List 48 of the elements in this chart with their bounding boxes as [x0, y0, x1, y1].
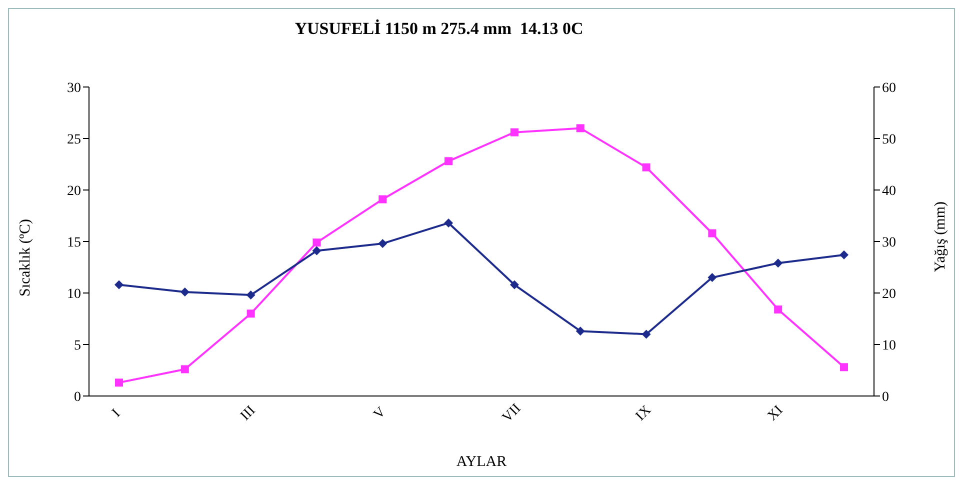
point [642, 163, 650, 172]
point [642, 330, 651, 339]
x-tick-label: XI [765, 402, 786, 424]
x-tick-label: I [110, 406, 124, 420]
point [708, 229, 716, 238]
y2-axis-title: Yağış (mm) [932, 202, 948, 272]
chart-title: YUSUFELİ 1150 m 275.4 mm 14.13 0C [294, 19, 584, 39]
point [180, 287, 190, 296]
y2-tick-label: 10 [882, 338, 896, 354]
point [444, 157, 453, 166]
point [840, 250, 848, 260]
x-tick-label: VII [500, 401, 524, 426]
point [576, 124, 584, 132]
point [576, 326, 585, 336]
point [378, 239, 388, 248]
point [774, 305, 782, 314]
x-axis-title: AYLAR [456, 454, 507, 470]
y2-tick-label: 20 [882, 286, 896, 302]
y2-tick-label: 40 [882, 184, 896, 199]
point [246, 290, 256, 300]
point [115, 378, 123, 387]
point [510, 128, 518, 136]
y2-tick-label: 30 [882, 235, 896, 250]
y-tick-label: 25 [67, 132, 81, 148]
point [180, 365, 189, 374]
point [378, 195, 387, 204]
x-tick-label: III [238, 403, 259, 424]
y-tick-label: 0 [74, 390, 81, 405]
point [840, 363, 848, 372]
point [444, 218, 454, 228]
y-tick-label: 5 [74, 338, 81, 354]
point [246, 310, 255, 318]
point [510, 280, 519, 290]
y-axis-title: Sıcaklık (ºC) [17, 218, 34, 296]
y-tick-label: 10 [67, 286, 81, 302]
y-tick-label: 30 [67, 80, 81, 96]
y-tick-label: 15 [67, 235, 81, 250]
x-tick-label: IX [633, 402, 654, 424]
y2-tick-label: 60 [882, 80, 896, 96]
point [774, 258, 783, 268]
y2-tick-label: 50 [882, 132, 896, 148]
point [312, 238, 321, 247]
y2-tick-label: 0 [882, 390, 889, 405]
point [708, 273, 717, 282]
y-tick-label: 20 [67, 184, 81, 199]
point [114, 280, 124, 290]
x-tick-label: V [371, 404, 390, 422]
point [312, 246, 322, 256]
